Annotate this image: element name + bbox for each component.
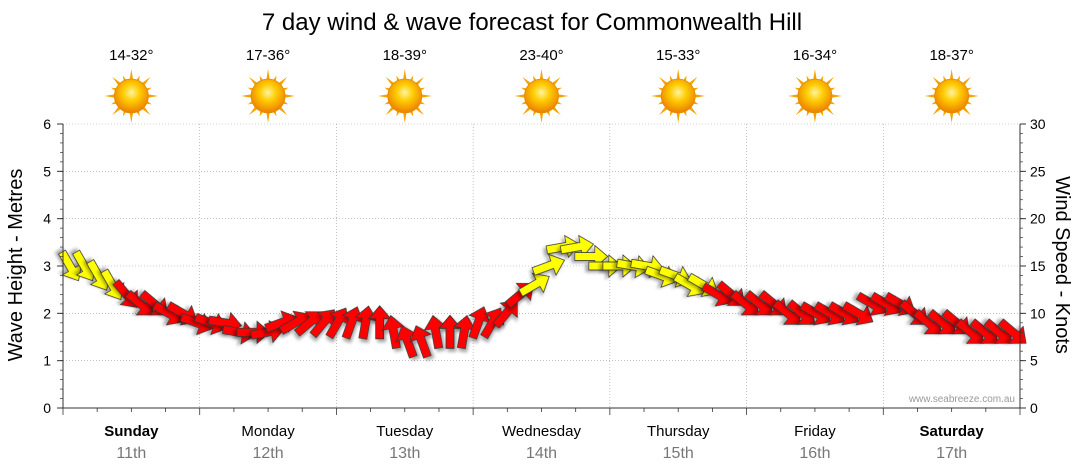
credit-watermark: www.seabreeze.com.au	[908, 394, 1015, 405]
date-label: 13th	[389, 445, 420, 462]
sun-ray	[266, 110, 271, 123]
left-tick-label: 4	[43, 211, 51, 227]
left-tick-label: 2	[43, 305, 51, 321]
chart-title: 7 day wind & wave forecast for Commonwea…	[262, 9, 802, 36]
sun-ray	[377, 94, 390, 98]
sun-ray	[949, 69, 954, 82]
day-label: Monday	[241, 423, 295, 440]
day-label: Wednesday	[502, 423, 581, 440]
temperature-label: 18-37°	[929, 47, 973, 64]
sun-disc	[797, 78, 833, 114]
date-label: 17th	[936, 445, 967, 462]
right-tick-label: 10	[1030, 305, 1046, 321]
temperature-label: 18-39°	[383, 47, 427, 64]
sun-icon	[377, 69, 432, 123]
sun-ray	[419, 94, 432, 98]
day-label: Friday	[794, 423, 836, 440]
wind-arrow	[409, 325, 432, 359]
temperature-label: 23-40°	[519, 47, 563, 64]
right-tick-label: 20	[1030, 211, 1046, 227]
sun-disc	[660, 78, 696, 114]
sun-ray	[676, 110, 681, 123]
left-tick-label: 3	[43, 258, 51, 274]
sun-ray	[966, 94, 979, 98]
date-label: 15th	[663, 445, 694, 462]
wind-arrow	[518, 272, 550, 297]
sun-icon	[104, 69, 159, 123]
right-tick-label: 5	[1030, 353, 1038, 369]
right-tick-label: 0	[1030, 400, 1038, 416]
sun-ray	[651, 94, 664, 98]
sun-ray	[282, 94, 296, 98]
temperature-label: 16-34°	[793, 47, 837, 64]
wind-arrow	[438, 314, 462, 349]
sun-ray	[129, 69, 134, 82]
sun-disc	[934, 78, 970, 114]
day-label: Tuesday	[376, 423, 433, 440]
sun-icon	[924, 69, 979, 123]
sun-disc	[113, 78, 149, 114]
day-label: Saturday	[920, 423, 985, 440]
sun-ray	[924, 94, 937, 98]
sun-ray	[402, 110, 407, 123]
sun-ray	[556, 94, 569, 98]
wind-arrow	[997, 318, 1027, 344]
left-tick-label: 6	[43, 116, 51, 132]
right-tick-label: 30	[1030, 116, 1046, 132]
sun-ray	[787, 94, 801, 98]
left-tick-label: 5	[43, 163, 51, 179]
sun-ray	[146, 94, 159, 98]
sun-ray	[266, 69, 271, 82]
wind-arrow	[531, 253, 566, 276]
date-label: 16th	[799, 445, 830, 462]
sun-ray	[812, 69, 817, 82]
sun-ray	[104, 94, 117, 98]
sun-icon	[241, 69, 296, 123]
sun-ray	[812, 110, 817, 123]
sun-disc	[387, 78, 423, 114]
date-label: 14th	[526, 445, 557, 462]
sun-ray	[539, 69, 544, 82]
x-axis-labels: Sunday 11th Monday 12th Tuesday 13th Wednesday…	[104, 423, 984, 462]
left-tick-label: 1	[43, 353, 51, 369]
right-tick-label: 15	[1030, 258, 1046, 274]
temperature-label: 15-33°	[656, 47, 700, 64]
right-tick-label: 25	[1030, 163, 1046, 179]
temperature-label: 14-32°	[109, 47, 153, 64]
day-header: 14-32° 17-36° 18-39° 23-40° 15-33° 16-34° 18-3…	[104, 47, 979, 123]
day-label: Thursday	[647, 423, 710, 440]
sun-ray	[241, 94, 254, 98]
sun-disc	[250, 78, 286, 114]
wind-arrow	[841, 301, 874, 326]
sun-ray	[676, 69, 681, 82]
sun-ray	[539, 110, 544, 123]
date-label: 11th	[116, 445, 146, 462]
sun-ray	[402, 69, 407, 82]
date-label: 12th	[253, 445, 284, 462]
sun-icon	[651, 69, 706, 123]
temperature-label: 17-36°	[246, 47, 290, 64]
sun-ray	[514, 94, 527, 98]
sun-ray	[129, 110, 134, 123]
left-axis-title: Wave Height - Metres	[5, 169, 27, 362]
right-axis-title: Wind Speed - Knots	[1051, 176, 1073, 354]
sun-ray	[949, 110, 954, 123]
sun-ray	[829, 94, 842, 98]
day-label: Sunday	[104, 423, 159, 440]
left-tick-label: 0	[43, 400, 51, 416]
sun-icon	[787, 69, 842, 123]
axes: 0 1 2 3 4 5 6 0 5 10 15 20 25 30	[43, 116, 1046, 416]
sun-disc	[524, 78, 559, 114]
sun-icon	[514, 69, 569, 123]
wind-arrows	[57, 234, 1027, 359]
sun-ray	[693, 94, 706, 98]
